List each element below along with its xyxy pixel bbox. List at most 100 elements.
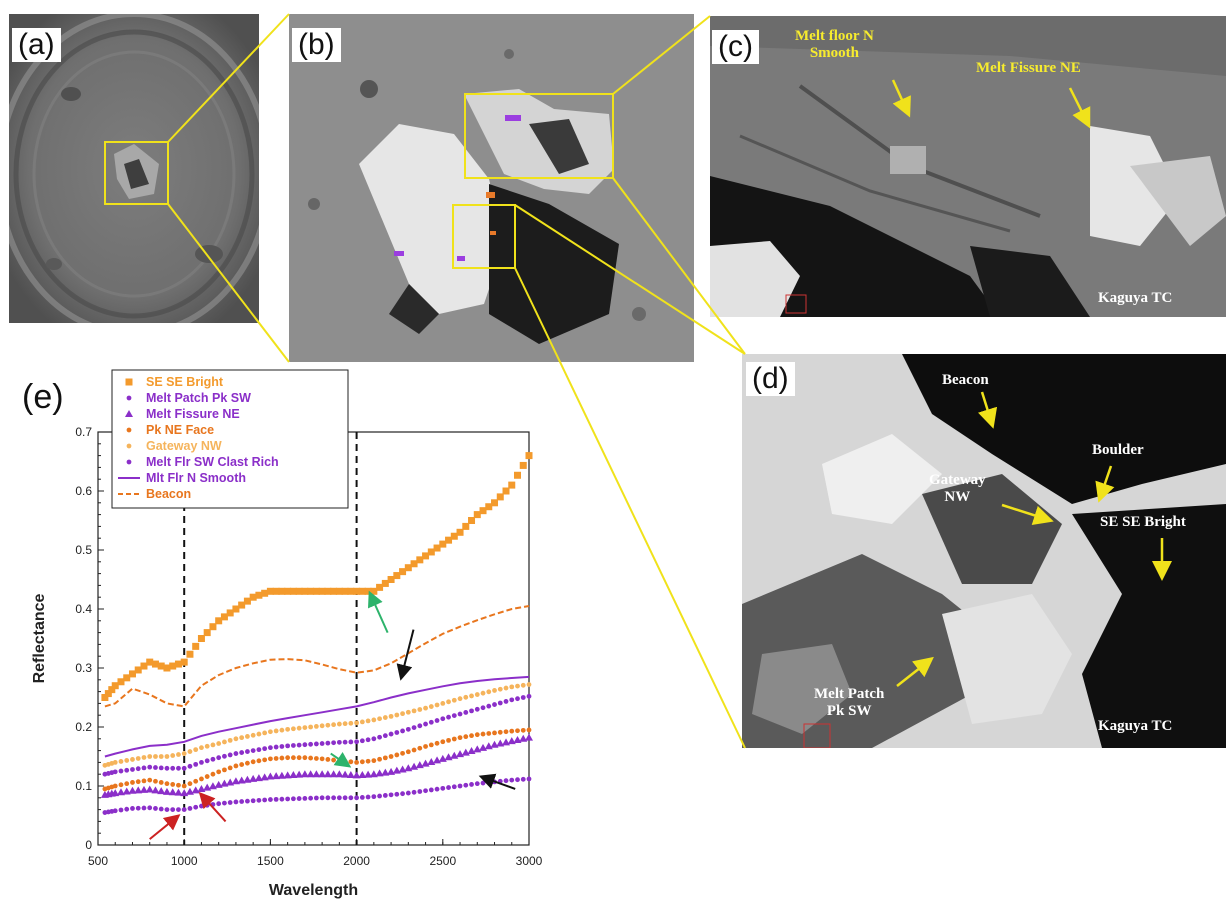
series-point-pk-ne-face bbox=[388, 754, 394, 759]
series-point-pk-ne-face bbox=[187, 781, 193, 787]
y-tick-label-3: 0.3 bbox=[75, 661, 92, 675]
melt-floor-image bbox=[710, 16, 1226, 317]
series-point-se-se-bright bbox=[416, 556, 424, 564]
series-point-melt-patch-pk-sw bbox=[503, 778, 509, 784]
series-point-gateway-nw bbox=[250, 732, 256, 738]
series-point-gateway-nw bbox=[176, 752, 181, 757]
series-point-pk-ne-face bbox=[463, 734, 469, 740]
series-point-melt-flr-sw-clast-rich bbox=[526, 693, 532, 699]
series-point-melt-flr-sw-clast-rich bbox=[130, 767, 135, 772]
legend-box bbox=[111, 369, 349, 509]
series-point-se-se-bright bbox=[180, 658, 188, 666]
series-point-melt-flr-sw-clast-rich bbox=[296, 742, 302, 748]
series-point-gateway-nw bbox=[273, 728, 279, 734]
series-point-se-se-bright bbox=[295, 587, 303, 595]
series-point-gateway-nw bbox=[262, 730, 268, 736]
series-point-pk-ne-face bbox=[262, 757, 268, 763]
series-point-melt-flr-sw-clast-rich bbox=[250, 748, 256, 753]
series-point-melt-patch-pk-sw bbox=[331, 795, 337, 801]
series-point-melt-fissure-ne bbox=[295, 770, 304, 778]
series-point-se-se-bright bbox=[473, 511, 481, 519]
series-point-gateway-nw bbox=[118, 759, 124, 764]
series-point-pk-ne-face bbox=[440, 739, 446, 745]
series-point-melt-fissure-ne bbox=[392, 766, 401, 774]
series-point-melt-flr-sw-clast-rich bbox=[124, 767, 130, 773]
series-point-pk-ne-face bbox=[204, 774, 210, 779]
series-point-se-se-bright bbox=[261, 589, 269, 597]
series-point-gateway-nw bbox=[187, 749, 193, 754]
series-point-melt-patch-pk-sw bbox=[302, 795, 308, 801]
series-point-melt-patch-pk-sw bbox=[199, 803, 204, 809]
series-point-pk-ne-face bbox=[434, 740, 440, 746]
series-point-gateway-nw bbox=[348, 720, 354, 726]
series-point-se-se-bright bbox=[307, 587, 315, 595]
series-point-gateway-nw bbox=[515, 683, 520, 689]
series-point-se-se-bright bbox=[324, 587, 332, 595]
series-point-se-se-bright bbox=[108, 686, 116, 694]
series-point-pk-ne-face bbox=[411, 747, 417, 753]
series-point-gateway-nw bbox=[342, 721, 348, 727]
annotation-arrow-1 bbox=[396, 629, 415, 681]
series-point-gateway-nw bbox=[474, 692, 480, 697]
annotation-arrow-3 bbox=[478, 773, 516, 790]
series-point-gateway-nw bbox=[417, 707, 423, 712]
series-point-gateway-nw bbox=[457, 696, 463, 702]
series-point-melt-patch-pk-sw bbox=[262, 797, 268, 803]
kaguya-credit-c: Kaguya TC bbox=[1098, 290, 1173, 306]
series-point-se-se-bright bbox=[376, 583, 384, 591]
series-point-melt-flr-sw-clast-rich bbox=[176, 765, 181, 771]
series-point-melt-patch-pk-sw bbox=[170, 807, 176, 812]
series-point-melt-fissure-ne bbox=[145, 785, 154, 793]
x-tick-label-2: 1500 bbox=[257, 854, 284, 868]
series-point-pk-ne-face bbox=[371, 758, 377, 764]
series-point-melt-flr-sw-clast-rich bbox=[279, 744, 285, 749]
series-point-melt-patch-pk-sw bbox=[273, 796, 279, 802]
series-point-pk-ne-face bbox=[509, 728, 515, 734]
series-point-melt-fissure-ne bbox=[289, 770, 298, 778]
series-point-gateway-nw bbox=[400, 711, 405, 717]
series-point-melt-patch-pk-sw bbox=[400, 791, 405, 797]
series-point-gateway-nw bbox=[371, 717, 377, 723]
series-point-melt-fissure-ne bbox=[139, 785, 148, 793]
series-point-se-se-bright bbox=[146, 658, 154, 666]
series-point-melt-patch-pk-sw bbox=[394, 791, 400, 797]
series-point-se-se-bright bbox=[312, 587, 320, 595]
series-point-melt-fissure-ne bbox=[519, 734, 528, 742]
series-point-melt-patch-pk-sw bbox=[296, 796, 302, 801]
series-point-pk-ne-face bbox=[515, 728, 520, 734]
series-point-se-se-bright bbox=[485, 503, 493, 511]
y-tick-label-2: 0.2 bbox=[75, 720, 92, 734]
series-point-melt-flr-sw-clast-rich bbox=[503, 699, 509, 704]
series-point-se-se-bright bbox=[330, 587, 338, 595]
series-point-se-se-bright bbox=[433, 544, 441, 552]
series-point-melt-flr-sw-clast-rich bbox=[394, 730, 400, 735]
series-point-pk-ne-face bbox=[118, 782, 124, 788]
series-point-melt-patch-pk-sw bbox=[457, 783, 463, 789]
series-point-melt-flr-sw-clast-rich bbox=[354, 739, 359, 745]
panel-c-image bbox=[710, 16, 1226, 317]
series-point-melt-flr-sw-clast-rich bbox=[118, 768, 124, 774]
series-point-pk-ne-face bbox=[457, 735, 463, 741]
series-point-melt-flr-sw-clast-rich bbox=[451, 713, 457, 718]
series-point-melt-patch-pk-sw bbox=[268, 797, 273, 802]
series-point-melt-flr-sw-clast-rich bbox=[388, 731, 394, 737]
series-point-se-se-bright bbox=[123, 674, 131, 682]
panel-b-label: (b) bbox=[292, 28, 341, 62]
series-point-se-se-bright bbox=[140, 662, 148, 670]
series-point-se-se-bright bbox=[266, 587, 274, 595]
series-point-melt-flr-sw-clast-rich bbox=[400, 728, 405, 734]
series-point-pk-ne-face bbox=[451, 736, 457, 742]
series-point-melt-patch-pk-sw bbox=[509, 777, 515, 783]
series-point-melt-patch-pk-sw bbox=[446, 785, 451, 790]
legend-swatch bbox=[126, 395, 132, 401]
series-point-gateway-nw bbox=[354, 720, 359, 726]
x-tick-label-4: 2500 bbox=[429, 854, 456, 868]
series-point-melt-patch-pk-sw bbox=[474, 781, 480, 787]
series-point-se-se-bright bbox=[519, 461, 527, 469]
series-point-melt-patch-pk-sw bbox=[463, 782, 469, 788]
series-point-melt-flr-sw-clast-rich bbox=[371, 736, 377, 742]
series-point-pk-ne-face bbox=[331, 757, 337, 763]
series-point-gateway-nw bbox=[290, 726, 296, 732]
series-point-melt-fissure-ne bbox=[283, 771, 292, 779]
series-point-melt-flr-sw-clast-rich bbox=[135, 766, 141, 772]
